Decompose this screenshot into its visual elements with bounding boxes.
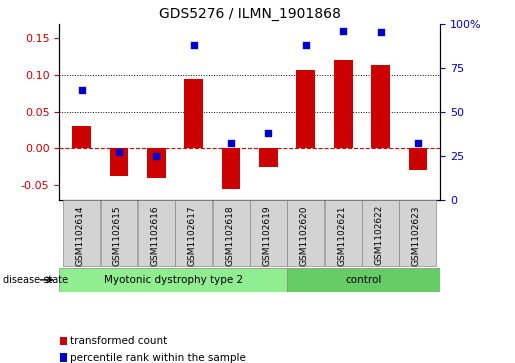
Bar [287, 200, 324, 266]
Bar [184, 79, 203, 148]
Text: GSM1102614: GSM1102614 [76, 205, 84, 265]
Bar [138, 200, 175, 266]
Bar [72, 126, 91, 148]
Text: percentile rank within the sample: percentile rank within the sample [70, 352, 246, 363]
Point [339, 28, 347, 33]
Text: GSM1102622: GSM1102622 [374, 205, 384, 265]
Bar [400, 200, 436, 266]
Text: GSM1102623: GSM1102623 [412, 205, 421, 265]
Point [190, 42, 198, 48]
Point [264, 130, 272, 136]
Title: GDS5276 / ILMN_1901868: GDS5276 / ILMN_1901868 [159, 7, 341, 21]
Point [227, 140, 235, 146]
Text: GSM1102615: GSM1102615 [113, 205, 122, 266]
Point [414, 140, 422, 146]
Text: GSM1102618: GSM1102618 [225, 205, 234, 266]
Bar [324, 200, 362, 266]
Bar [408, 148, 427, 170]
Text: GSM1102617: GSM1102617 [188, 205, 197, 266]
Text: GSM1102619: GSM1102619 [263, 205, 271, 266]
Point [78, 87, 86, 93]
Bar [175, 200, 212, 266]
Point [376, 29, 385, 35]
Text: GSM1102616: GSM1102616 [150, 205, 159, 266]
Bar [297, 70, 315, 148]
Bar [147, 148, 166, 178]
Bar [362, 200, 399, 266]
Bar [334, 60, 353, 148]
Point [302, 42, 310, 48]
Bar [222, 148, 241, 189]
Bar [100, 200, 138, 266]
Text: transformed count: transformed count [70, 336, 167, 346]
Bar [63, 200, 100, 266]
Bar [259, 148, 278, 167]
Text: Myotonic dystrophy type 2: Myotonic dystrophy type 2 [104, 275, 243, 285]
Bar [110, 148, 128, 176]
Bar [371, 65, 390, 148]
Bar [250, 200, 287, 266]
Point [152, 153, 161, 159]
Text: control: control [346, 275, 382, 285]
Bar [59, 268, 287, 292]
Text: disease state: disease state [3, 275, 67, 285]
Text: GSM1102621: GSM1102621 [337, 205, 346, 265]
Point [115, 149, 123, 155]
Text: GSM1102620: GSM1102620 [300, 205, 309, 265]
Bar [287, 268, 440, 292]
Bar [213, 200, 250, 266]
